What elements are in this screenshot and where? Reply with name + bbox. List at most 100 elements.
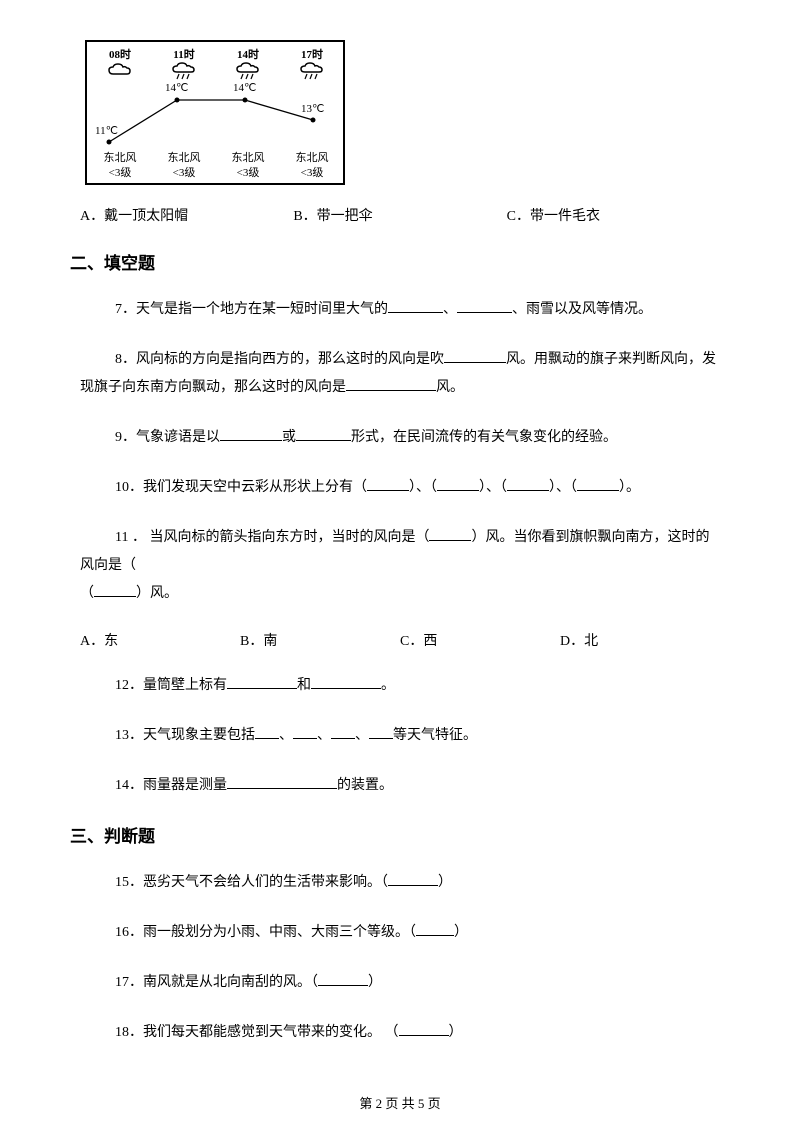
q14-blank-1[interactable]: [227, 775, 337, 789]
q17-num: 17．: [115, 975, 143, 990]
question-10: 10．我们发现天空中云彩从形状上分有（ ）、（ ）、（ ）、（ ）。: [115, 474, 720, 502]
rain-icon: [281, 62, 343, 82]
q8-blank-2[interactable]: [346, 377, 436, 391]
q13-sep-1: 、: [279, 728, 293, 743]
q16-text-2: ）: [454, 925, 468, 940]
q11-blank-1[interactable]: [429, 527, 471, 541]
q10-blank-2[interactable]: [437, 477, 479, 491]
q18-num: 18．: [115, 1025, 143, 1040]
rain-icon: [153, 62, 215, 82]
q16-num: 16．: [115, 925, 143, 940]
q12-text-1: 量筒壁上标有: [143, 678, 227, 693]
weather-level-2: <3级: [217, 164, 279, 180]
q10-blank-3[interactable]: [507, 477, 549, 491]
question-12: 12．量筒壁上标有和。: [115, 672, 720, 700]
rain-icon: [217, 62, 279, 82]
q6-option-a: A．戴一顶太阳帽: [80, 205, 293, 225]
q7-num: 7．: [115, 302, 136, 317]
q12-text-2: 和: [297, 678, 311, 693]
q16-text-1: 雨一般划分为小雨、中雨、大雨三个等级。（: [143, 925, 416, 940]
question-14: 14．雨量器是测量的装置。: [115, 772, 720, 800]
weather-temp-3: 13℃: [301, 102, 324, 115]
q15-num: 15．: [115, 875, 143, 890]
q8-text-3: 风。: [436, 380, 464, 395]
q10-text-1: 我们发现天空中云彩从形状上分有（: [143, 480, 367, 495]
question-7: 7．天气是指一个地方在某一短时间里大气的、、雨雪以及风等情况。: [115, 296, 720, 324]
q15-blank[interactable]: [388, 872, 438, 886]
q11-text-1: 当风向标的箭头指向东方时，当时的风向是（: [149, 530, 429, 545]
q10-text-4: ）、（: [549, 480, 577, 495]
q14-text-1: 雨量器是测量: [143, 778, 227, 793]
weather-forecast-chart: 08时东北风<3级11℃11时东北风<3级14℃14时东北风<3级14℃17时东…: [85, 40, 345, 185]
q7-blank-2[interactable]: [457, 299, 512, 313]
q6-options: A．戴一顶太阳帽 B．带一把伞 C．带一件毛衣: [80, 205, 720, 225]
q15-text-2: ）: [438, 875, 452, 890]
q13-blank-1[interactable]: [255, 725, 279, 739]
q7-text-1: 天气是指一个地方在某一短时间里大气的: [136, 302, 388, 317]
weather-level-1: <3级: [153, 164, 215, 180]
q10-text-5: ）。: [619, 480, 640, 495]
q9-blank-1[interactable]: [220, 427, 282, 441]
question-13: 13．天气现象主要包括、、、等天气特征。: [115, 722, 720, 750]
q17-blank[interactable]: [318, 972, 368, 986]
q11-option-b: B．南: [240, 630, 400, 650]
q13-num: 13．: [115, 728, 143, 743]
weather-wind-1: 东北风: [153, 149, 215, 165]
question-17: 17．南风就是从北向南刮的风。（ ）: [115, 969, 720, 997]
q11-text-3: ）风。: [136, 586, 178, 601]
weather-temp-1: 14℃: [165, 81, 188, 94]
q12-blank-2[interactable]: [311, 675, 381, 689]
weather-wind-3: 东北风: [281, 149, 343, 165]
q13-sep-2: 、: [317, 728, 331, 743]
q11-blank-2[interactable]: [94, 583, 136, 597]
q10-blank-1[interactable]: [367, 477, 409, 491]
footer-t2: 页 共: [382, 1096, 418, 1111]
weather-temp-0: 11℃: [95, 124, 118, 137]
q7-blank-1[interactable]: [388, 299, 443, 313]
weather-time-0: 08时: [89, 46, 151, 62]
weather-wind-0: 东北风: [89, 149, 151, 165]
question-9: 9．气象谚语是以或形式，在民间流传的有关气象变化的经验。: [115, 424, 720, 452]
q10-num: 10．: [115, 480, 143, 495]
footer-t1: 第: [359, 1096, 375, 1111]
q17-text-2: ）: [368, 975, 382, 990]
q9-blank-2[interactable]: [296, 427, 351, 441]
q11-option-a: A．东: [80, 630, 240, 650]
question-15: 15．恶劣天气不会给人们的生活带来影响。（ ）: [115, 869, 720, 897]
q16-blank[interactable]: [416, 922, 454, 936]
weather-wind-2: 东北风: [217, 149, 279, 165]
q11-option-c: C．西: [400, 630, 560, 650]
weather-level-3: <3级: [281, 164, 343, 180]
section-3-header: 三、判断题: [70, 822, 750, 847]
q14-text-2: 的装置。: [337, 778, 393, 793]
weather-level-0: <3级: [89, 164, 151, 180]
q13-blank-3[interactable]: [331, 725, 355, 739]
q11-num: 11 ．: [115, 530, 149, 545]
q13-blank-4[interactable]: [369, 725, 393, 739]
q9-text-3: 形式，在民间流传的有关气象变化的经验。: [351, 430, 617, 445]
page-footer: 第 2 页 共 5 页: [0, 1093, 800, 1112]
footer-t3: 页: [424, 1096, 440, 1111]
q8-blank-1[interactable]: [444, 349, 506, 363]
q10-blank-4[interactable]: [577, 477, 619, 491]
q15-text-1: 恶劣天气不会给人们的生活带来影响。（: [143, 875, 388, 890]
q11-options: A．东 B．南 C．西 D．北: [80, 630, 720, 650]
q10-text-3: ）、（: [479, 480, 507, 495]
q10-text-2: ）、（: [409, 480, 437, 495]
q6-option-b: B．带一把伞: [293, 205, 506, 225]
q17-text-1: 南风就是从北向南刮的风。（: [143, 975, 318, 990]
q18-blank[interactable]: [399, 1022, 449, 1036]
q13-blank-2[interactable]: [293, 725, 317, 739]
q7-text-2: 、: [443, 302, 457, 317]
weather-temp-2: 14℃: [233, 81, 256, 94]
q9-text-2: 或: [282, 430, 296, 445]
weather-time-2: 14时: [217, 46, 279, 62]
q13-text-2: 等天气特征。: [393, 728, 477, 743]
q8-num: 8．: [115, 352, 136, 367]
weather-time-3: 17时: [281, 46, 343, 62]
q11-option-d: D．北: [560, 630, 720, 650]
q12-blank-1[interactable]: [227, 675, 297, 689]
q13-text-1: 天气现象主要包括: [143, 728, 255, 743]
question-16: 16．雨一般划分为小雨、中雨、大雨三个等级。（ ）: [115, 919, 720, 947]
q12-text-3: 。: [381, 678, 395, 693]
